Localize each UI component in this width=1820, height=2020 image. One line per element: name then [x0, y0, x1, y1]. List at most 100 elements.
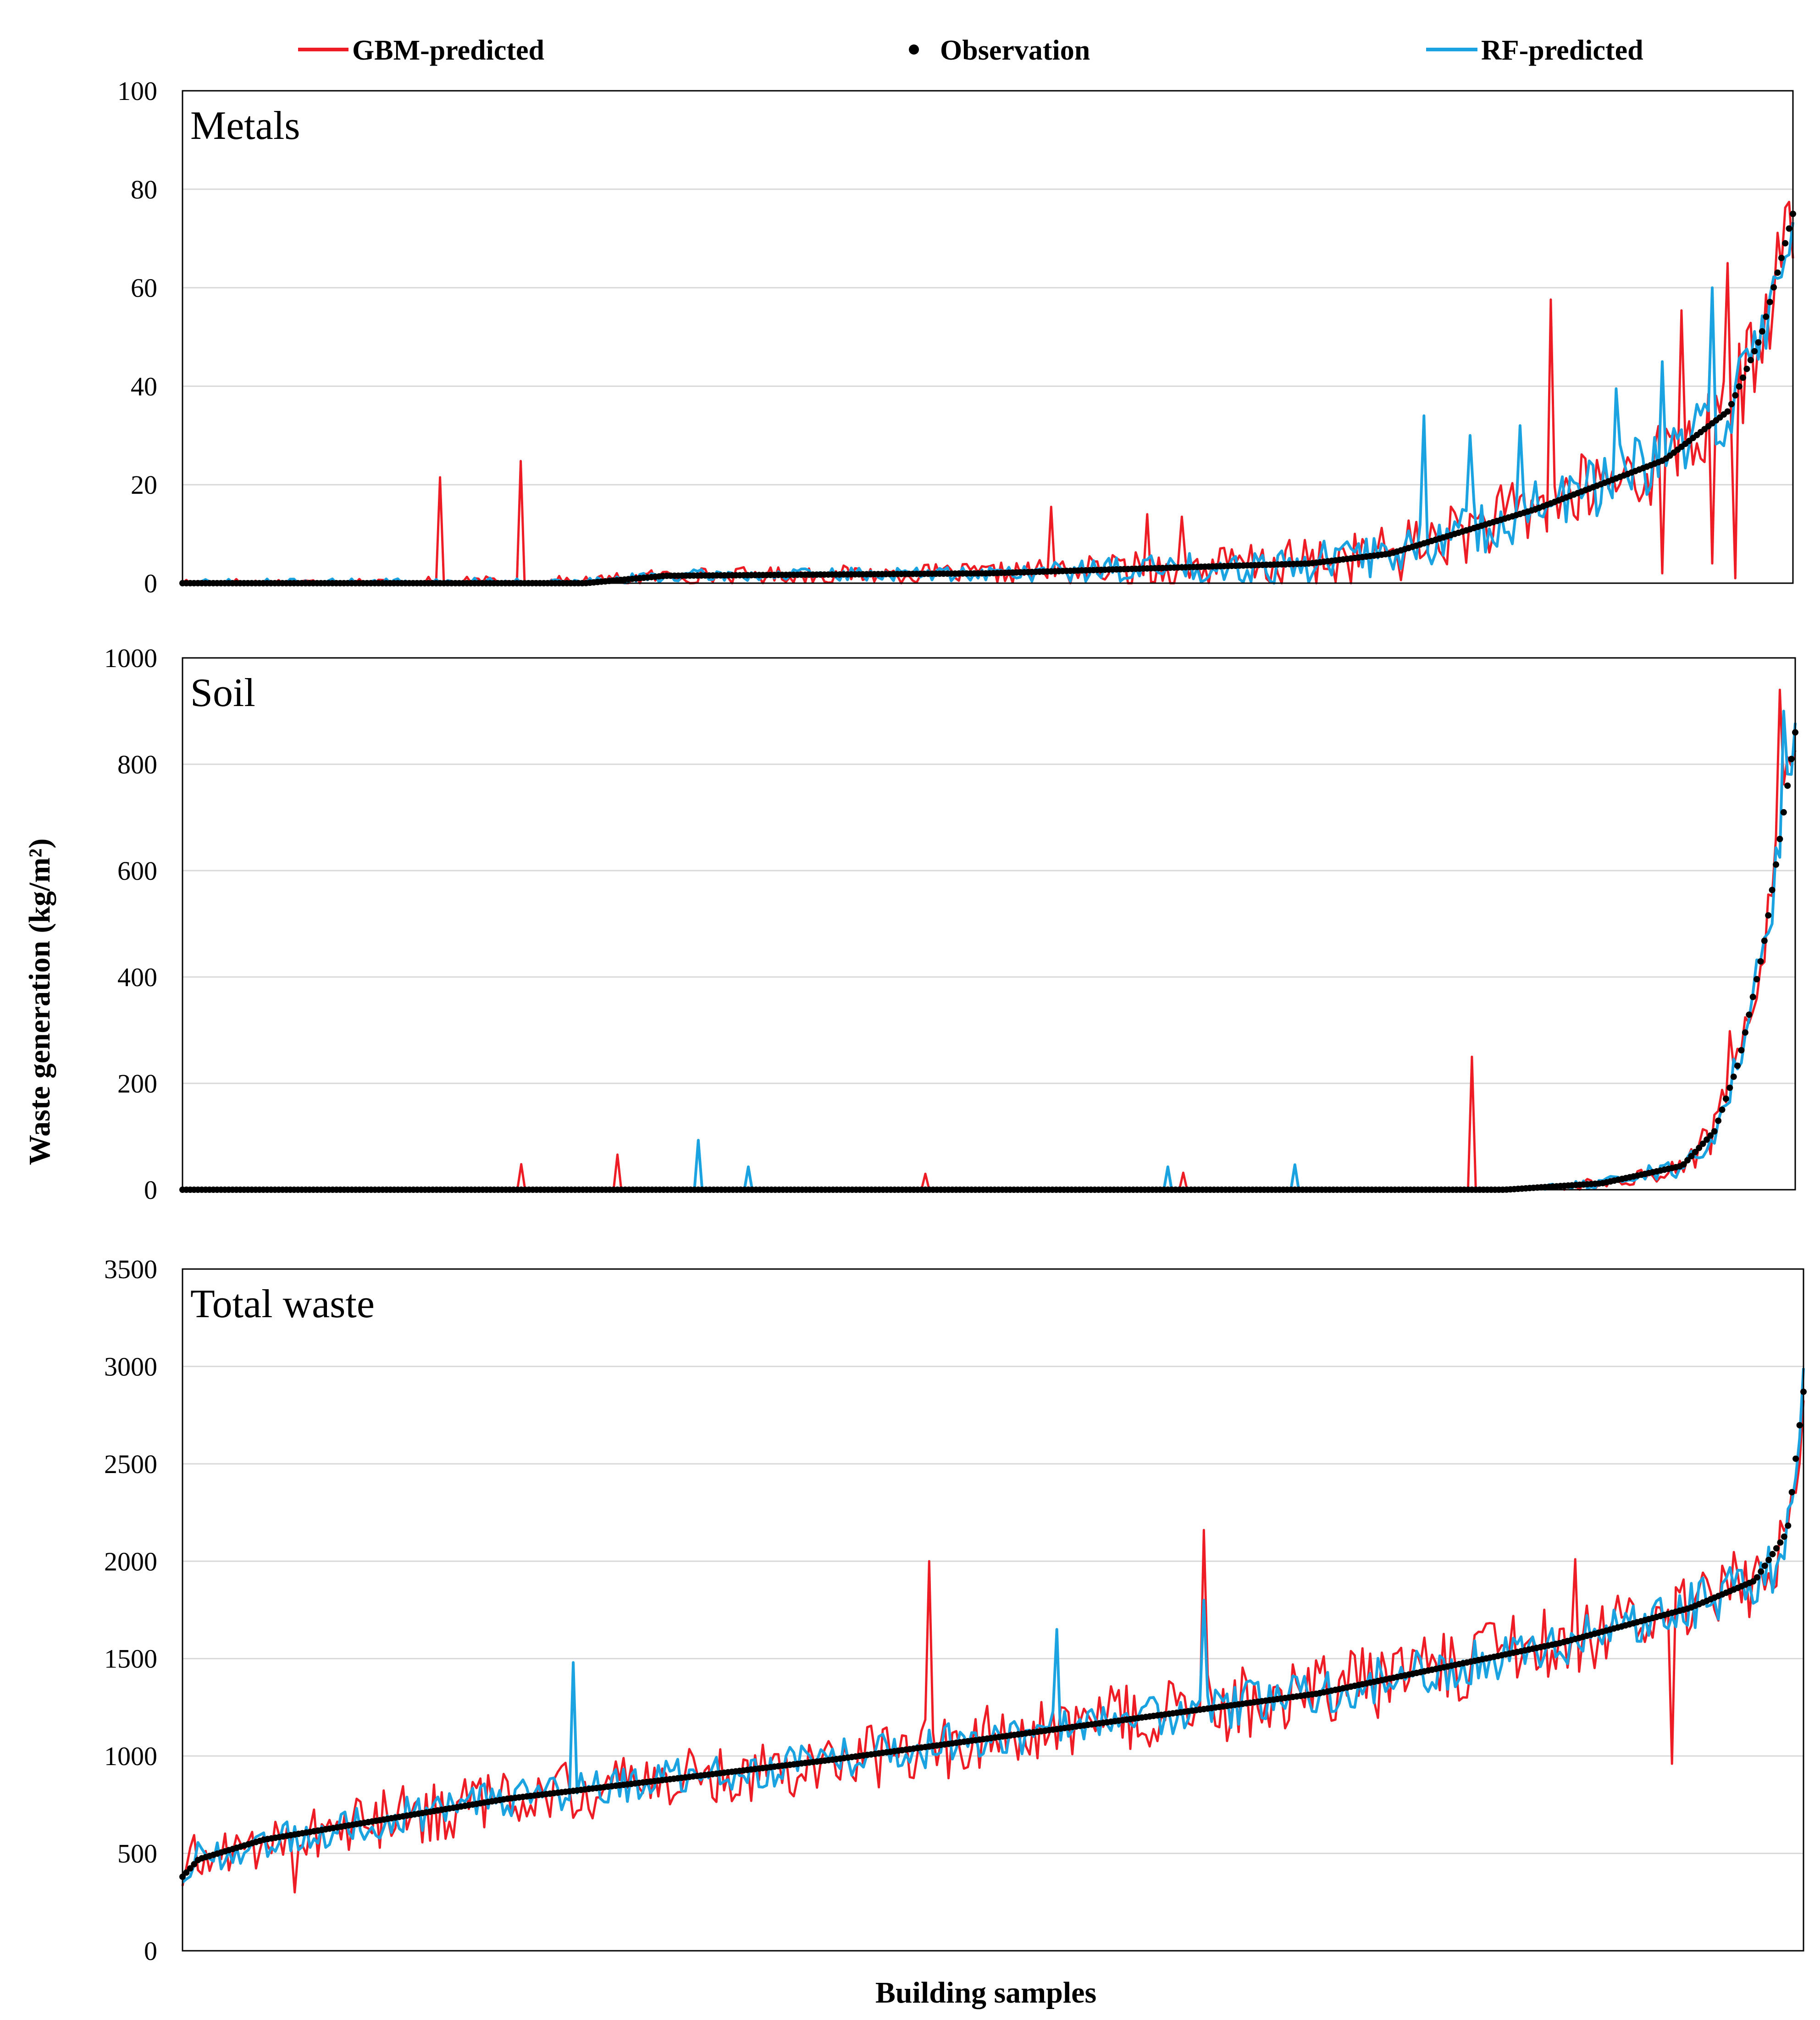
observation-point [1761, 1562, 1768, 1569]
x-axis-title: Building samples [875, 1976, 1096, 2009]
observation-point [1732, 392, 1739, 399]
observation-point [1750, 1578, 1757, 1585]
observation-point [1722, 1095, 1729, 1102]
observation-point [1758, 1568, 1765, 1575]
panel-title: Total waste [190, 1282, 375, 1326]
observation-point [1747, 357, 1754, 364]
rf-series-line [183, 710, 1797, 1191]
observation-point [1736, 383, 1743, 390]
observation-point [1761, 938, 1768, 944]
observation-point [1769, 1551, 1776, 1557]
observation-point [1730, 1073, 1737, 1080]
y-tick-label: 0 [144, 1175, 157, 1205]
panel-total: 0 500 1000 1500 2000 2500 3000 3500 Total waste [104, 1254, 1807, 1966]
observation-point [1774, 269, 1781, 276]
observation-point [1754, 976, 1760, 982]
observation-point [1788, 756, 1795, 762]
y-tick-label: 3500 [104, 1254, 157, 1284]
observation-point [1703, 1136, 1710, 1143]
plot-frame [182, 1268, 1804, 1952]
observation-point [1728, 401, 1735, 408]
observation-point [191, 1861, 198, 1868]
y-tick-label: 200 [117, 1069, 157, 1098]
observation-point [1738, 1047, 1745, 1054]
y-tick-label: 2500 [104, 1449, 157, 1479]
observation-point [1765, 1556, 1772, 1563]
observation-point [1715, 1117, 1722, 1124]
observation-point [1785, 1522, 1792, 1529]
observation-point [1780, 809, 1787, 816]
observation-points [179, 1388, 1807, 1880]
y-tick-label: 600 [117, 856, 157, 886]
observation-point [1726, 1084, 1733, 1091]
observation-point [1740, 374, 1746, 381]
panel-title: Soil [190, 671, 255, 715]
observation-point [1773, 1545, 1780, 1552]
y-tick-label: 3000 [104, 1352, 157, 1381]
observation-point [1680, 1161, 1687, 1168]
y-tick-label: 100 [117, 76, 157, 106]
observation-point [1746, 1011, 1753, 1018]
legend-observation-marker [909, 44, 919, 55]
observation-point [1755, 339, 1762, 346]
observation-point [1769, 887, 1776, 894]
observation-point [1786, 225, 1792, 232]
legend-gbm-label: GBM-predicted [352, 35, 544, 66]
rf-series-line [182, 222, 1794, 585]
legend-rf-label: RF-predicted [1481, 35, 1643, 66]
observation-point [1692, 1148, 1698, 1155]
observation-point [1773, 861, 1779, 868]
observation-point [1781, 1533, 1787, 1540]
y-tick-label: 1000 [104, 1741, 157, 1771]
observation-point [1751, 348, 1758, 355]
observation-point [1777, 1539, 1784, 1546]
panel-title: Metals [190, 104, 300, 148]
observation-point [1749, 993, 1756, 1000]
y-tick-label: 20 [131, 470, 157, 500]
observation-point [187, 1865, 194, 1872]
y-tick-label: 1500 [104, 1644, 157, 1674]
observation-point [1754, 1574, 1760, 1581]
observation-point [1711, 1128, 1718, 1135]
y-tick-label: 0 [144, 1936, 157, 1966]
gbm-series-line [182, 200, 1794, 585]
rf-series-line [182, 1368, 1805, 1884]
observation-point [1792, 1455, 1799, 1462]
y-tick-label: 1000 [104, 643, 157, 673]
observation-point [1719, 1106, 1726, 1113]
observation-point [1788, 1489, 1795, 1496]
panel-metals: 0 20 40 60 80 100 Metals [117, 76, 1796, 598]
observation-point [1707, 1132, 1714, 1139]
y-tick-label: 400 [117, 962, 157, 992]
observation-point [1766, 298, 1773, 305]
y-tick-label: 0 [144, 568, 157, 598]
plot-frame [182, 657, 1796, 1191]
panel-soil: 0 200 400 600 800 1000 Soil [104, 643, 1798, 1205]
legend-observation-label: Observation [940, 35, 1090, 66]
y-tick-label: 60 [131, 273, 157, 303]
plot-frame [182, 90, 1794, 584]
observation-point [1778, 254, 1785, 261]
observation-point [1765, 912, 1772, 919]
y-tick-label: 500 [117, 1839, 157, 1869]
legend: GBM-predicted Observation RF-predicted [298, 35, 1643, 66]
observation-point [1763, 313, 1770, 320]
observation-point [1734, 1062, 1741, 1069]
observation-point [1776, 836, 1783, 842]
observation-point [1724, 408, 1731, 415]
y-tick-label: 40 [131, 371, 157, 401]
observation-point [1742, 1029, 1748, 1036]
observation-point [1770, 284, 1777, 291]
observation-point [183, 1869, 190, 1876]
observation-point [1696, 1144, 1703, 1151]
y-tick-label: 2000 [104, 1546, 157, 1576]
observation-point [1743, 365, 1750, 372]
observation-points [179, 729, 1798, 1193]
observation-point [1757, 958, 1764, 965]
observation-point [1759, 328, 1765, 335]
observation-point [1796, 1422, 1803, 1429]
observation-point [1784, 782, 1791, 789]
y-axis-title: Waste generation (kg/m²) [23, 839, 56, 1165]
observation-point [1699, 1140, 1706, 1147]
